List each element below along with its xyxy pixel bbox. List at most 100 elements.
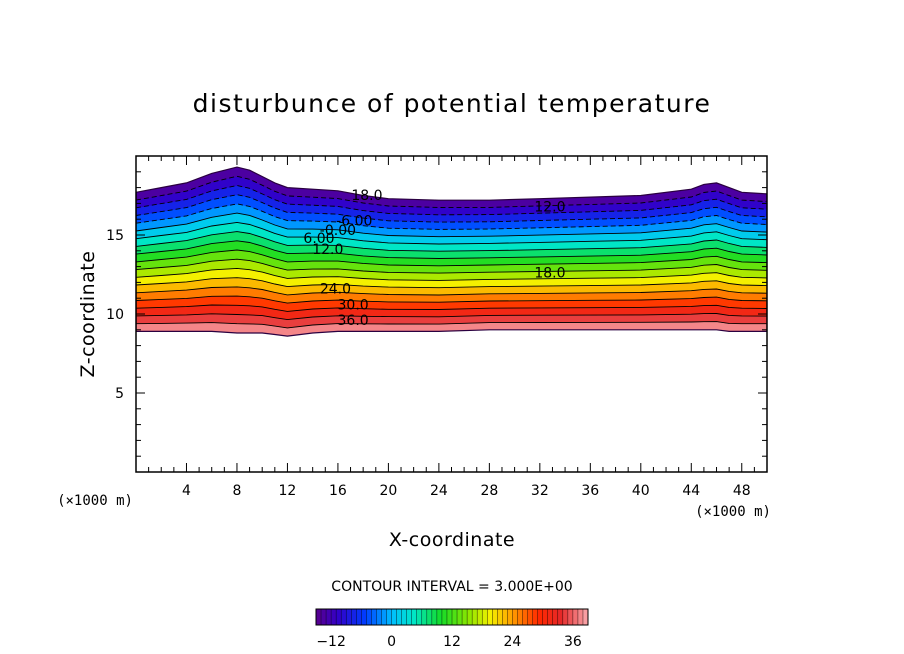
colorbar-cell (346, 609, 352, 625)
contour-line (136, 304, 767, 312)
x-tick-label: 32 (531, 483, 549, 499)
colorbar-cell (567, 609, 574, 625)
colorbar-cell (386, 609, 392, 625)
contour-label: 12.0 (312, 242, 343, 258)
colorbar-cell (527, 609, 533, 625)
contour-line (136, 277, 767, 289)
y-tick-label: 5 (115, 386, 124, 402)
x-tick-label: 40 (632, 483, 650, 499)
colorbar-cell (331, 609, 337, 625)
x-tick-label: 28 (480, 483, 498, 499)
colorbar-cell (487, 609, 493, 625)
contour-label: 12.0 (534, 199, 565, 215)
contour-line (136, 258, 767, 274)
colorbar-cell (517, 609, 523, 625)
y-axis-label: Z-coordinate (77, 251, 99, 378)
colorbar-cell (452, 609, 458, 625)
colorbar-cell (507, 609, 513, 625)
contour-label: 18.0 (351, 188, 382, 204)
x-tick-label: 44 (682, 483, 700, 499)
colorbar-cell (426, 609, 433, 625)
x-axis: 4 8 12 16 20 24 28 32 36 40 44 48 (148, 156, 755, 499)
x-tick-label: 12 (279, 483, 297, 499)
contour-interval-text: CONTOUR INTERVAL = 3.000E+00 (331, 579, 572, 595)
contour-line (136, 185, 767, 216)
colorbar-frame (315, 608, 589, 626)
contour-line (136, 313, 767, 321)
colorbar-cell (441, 609, 448, 625)
colorbar-tick-label: 36 (564, 634, 582, 650)
colorbar-cell (431, 609, 438, 625)
x-axis-label: X-coordinate (389, 529, 515, 551)
contour-line (136, 203, 767, 230)
colorbar-cell (381, 609, 387, 625)
colorbar-tick-label: −12 (316, 634, 346, 650)
field-outline (136, 166, 767, 337)
contour-field: 18.012.0-6.00-0.006.0012.018.024.030.036… (136, 166, 767, 337)
colorbar-cell (572, 609, 579, 625)
x-tick-label: 4 (182, 483, 191, 499)
contour-line (136, 175, 767, 208)
colorbar-cell (401, 609, 407, 625)
colorbar-cell (502, 609, 508, 625)
colorbar-cell (547, 609, 554, 625)
colorbar-cell (416, 609, 423, 625)
colorbar-tick-label: 0 (387, 634, 396, 650)
y-tick-label: 15 (106, 228, 124, 244)
contour-line (136, 249, 767, 267)
colorbar-cell (396, 609, 402, 625)
contour-line (136, 221, 767, 245)
colorbar: −12 0 12 24 36 (315, 608, 589, 650)
y-axis: 5 10 15 (106, 171, 767, 457)
colorbar-cell (336, 609, 342, 625)
x-tick-label: 36 (581, 483, 599, 499)
colorbar-cell (557, 609, 564, 625)
colorbar-tick-label: 24 (504, 634, 522, 650)
colorbar-cell (406, 609, 413, 625)
colorbar-cell (497, 609, 503, 625)
colorbar-cell (512, 609, 518, 625)
contour-label: -0.00 (320, 223, 356, 239)
colorbar-cell (477, 609, 483, 625)
contour-label: 30.0 (338, 297, 369, 313)
colorbar-cell (326, 609, 332, 625)
colorbar-cell (577, 609, 584, 625)
y-axis-unit: (×1000 m) (57, 493, 133, 509)
colorbar-cell (462, 609, 468, 625)
contour-line (136, 194, 767, 223)
colorbar-cell (391, 609, 397, 625)
colorbar-cell (446, 609, 453, 625)
colorbar-cell (472, 609, 478, 625)
contour-label: 36.0 (338, 313, 369, 329)
contour-line (136, 321, 767, 329)
colorbar-cell (467, 609, 473, 625)
colorbar-cell (376, 609, 382, 625)
y-tick-label: 10 (106, 307, 124, 323)
colorbar-cell (457, 609, 463, 625)
x-tick-label: 16 (329, 483, 347, 499)
chart-title: disturbunce of potential temperature (193, 89, 712, 118)
colorbar-cell (356, 609, 362, 625)
x-tick-label: 20 (379, 483, 397, 499)
contour-label: 18.0 (534, 266, 565, 282)
colorbar-cell (436, 609, 443, 625)
colorbar-cell (482, 609, 488, 625)
colorbar-cell (532, 609, 538, 625)
colorbar-cell (562, 609, 569, 625)
colorbar-cell (341, 609, 347, 625)
colorbar-cell (321, 609, 327, 625)
contour-line (136, 231, 767, 252)
colorbar-cell (371, 609, 377, 625)
colorbar-cell (542, 609, 549, 625)
contour-line (136, 286, 767, 296)
colorbar-cell (582, 609, 589, 625)
colorbar-cell (351, 609, 357, 625)
contour-line (136, 295, 767, 304)
x-axis-unit: (×1000 m) (695, 504, 771, 520)
contour-label: -6.00 (336, 214, 372, 230)
colorbar-cell (492, 609, 498, 625)
colorbar-cell (537, 609, 543, 625)
x-tick-label: 8 (232, 483, 241, 499)
contour-line (136, 212, 767, 238)
